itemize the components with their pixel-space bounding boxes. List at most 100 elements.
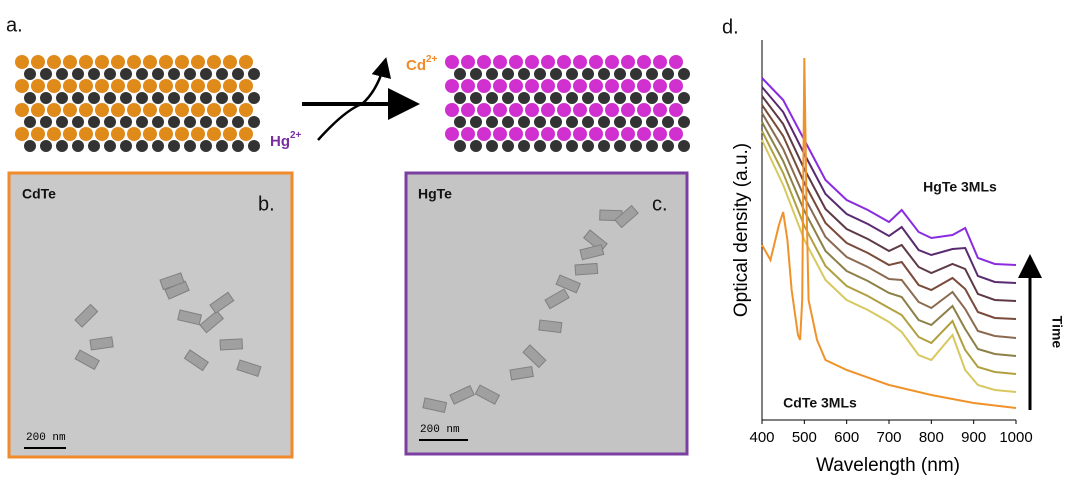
atom [653,103,667,117]
atom [72,68,84,80]
atom [88,68,100,80]
tem-image [404,171,689,456]
atom [47,55,61,69]
platelet [538,319,563,334]
atom [461,103,475,117]
atom [678,68,690,80]
spectrum-line [761,112,1017,339]
atom [47,103,61,117]
atom [24,92,36,104]
atom [678,140,690,152]
panel-label: b. [258,193,275,215]
atom [445,55,459,69]
atom [95,55,109,69]
atom [669,79,683,93]
atom [621,79,635,93]
atom [104,140,116,152]
platelet [199,310,224,334]
atom [621,55,635,69]
atom [573,103,587,117]
platelet [614,204,639,229]
atom [223,103,237,117]
atom [184,92,196,104]
atom [152,92,164,104]
atom [47,127,61,141]
atom [662,92,674,104]
atom [630,140,642,152]
atom [120,68,132,80]
tem-image [7,171,294,459]
atom [518,116,530,128]
platelet [219,338,244,351]
atom [15,79,29,93]
atom [582,68,594,80]
atom [461,79,475,93]
atom [669,103,683,117]
atom [200,92,212,104]
atom [541,103,555,117]
atom [72,140,84,152]
atom [470,92,482,104]
platelet [579,244,605,261]
atom [223,55,237,69]
atom [653,79,667,93]
atom [509,55,523,69]
atom [168,140,180,152]
atom [605,103,619,117]
annotation: Time [1049,316,1065,349]
atom [47,79,61,93]
atom [239,79,253,93]
atom [630,92,642,104]
atom [40,68,52,80]
atom [95,103,109,117]
annotation: HgTe 3MLs [923,179,997,195]
atom [653,127,667,141]
atom [614,116,626,128]
atom [184,68,196,80]
atom [168,92,180,104]
spectra-plot: 400 500 600 700 800 900 1000 [749,40,1033,446]
y-axis-label: Optical density (a.u.) [731,143,752,317]
atom [486,68,498,80]
atom [79,103,93,117]
atom [136,116,148,128]
atom [159,127,173,141]
atom [63,55,77,69]
atom [534,68,546,80]
spectrum-line [761,86,1017,284]
platelet [177,309,203,326]
spectrum-line [761,95,1017,302]
atom [486,140,498,152]
atom [248,68,260,80]
atom [662,68,674,80]
panel-label: d. [722,16,739,38]
atom [582,116,594,128]
atom [63,79,77,93]
x-tick-label: 1000 [999,429,1032,446]
atom [550,68,562,80]
atom [143,55,157,69]
atom [175,127,189,141]
atom [454,140,466,152]
atom [120,140,132,152]
atom [136,68,148,80]
atom [573,55,587,69]
platelet [183,349,209,372]
atom [127,79,141,93]
atom [184,140,196,152]
atom [143,79,157,93]
atom [191,103,205,117]
atom [525,55,539,69]
atom [445,127,459,141]
spectrum-line [761,121,1017,357]
atom [557,103,571,117]
atom [509,127,523,141]
platelet [544,288,570,310]
atom [454,92,466,104]
atom [216,92,228,104]
atom [461,55,475,69]
atom [637,55,651,69]
atom [493,79,507,93]
atom [111,79,125,93]
atom [104,92,116,104]
